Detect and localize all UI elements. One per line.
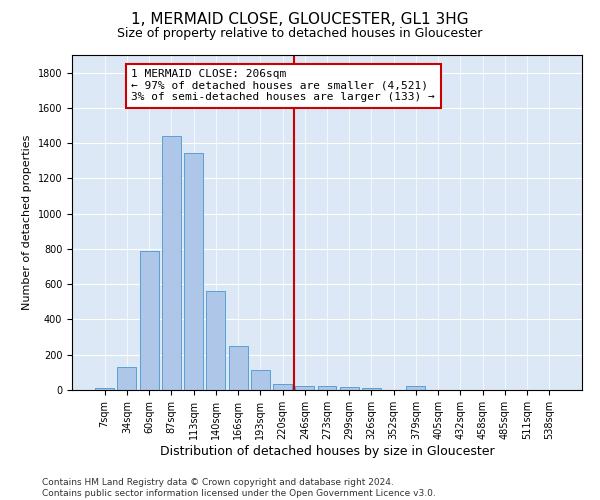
Bar xyxy=(118,367,136,390)
X-axis label: Distribution of detached houses by size in Gloucester: Distribution of detached houses by size … xyxy=(160,444,494,458)
Bar xyxy=(340,388,359,390)
Bar xyxy=(317,386,337,390)
Bar xyxy=(162,136,181,390)
Bar xyxy=(362,388,381,390)
Bar xyxy=(184,153,203,390)
Bar xyxy=(273,384,292,390)
Bar xyxy=(406,386,425,390)
Text: Size of property relative to detached houses in Gloucester: Size of property relative to detached ho… xyxy=(118,28,482,40)
Text: 1, MERMAID CLOSE, GLOUCESTER, GL1 3HG: 1, MERMAID CLOSE, GLOUCESTER, GL1 3HG xyxy=(131,12,469,28)
Bar xyxy=(140,250,158,390)
Text: Contains HM Land Registry data © Crown copyright and database right 2024.
Contai: Contains HM Land Registry data © Crown c… xyxy=(42,478,436,498)
Text: 1 MERMAID CLOSE: 206sqm
← 97% of detached houses are smaller (4,521)
3% of semi-: 1 MERMAID CLOSE: 206sqm ← 97% of detache… xyxy=(131,69,435,102)
Bar xyxy=(251,370,270,390)
Bar xyxy=(206,292,225,390)
Bar xyxy=(95,388,114,390)
Bar xyxy=(229,346,248,390)
Bar xyxy=(295,386,314,390)
Y-axis label: Number of detached properties: Number of detached properties xyxy=(22,135,32,310)
